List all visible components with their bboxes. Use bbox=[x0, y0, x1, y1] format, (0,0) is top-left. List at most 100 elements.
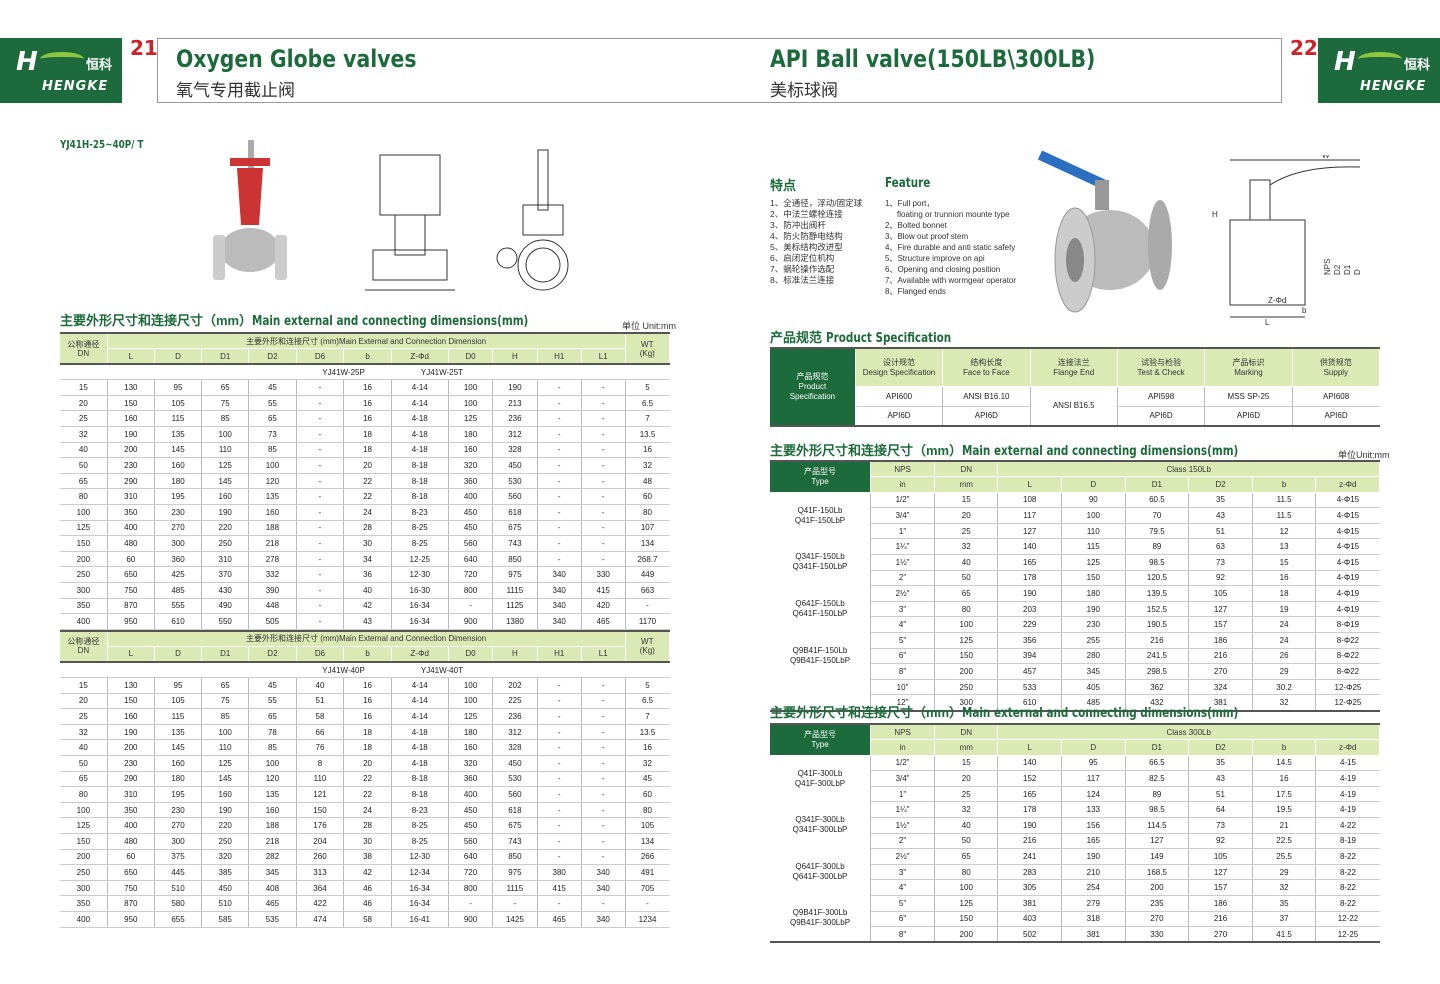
table-row: 3/4" 20 117 100 70 43 11.5 4-Φ15 bbox=[770, 507, 1380, 524]
table-row: 6" 150 403 318 270 216 37 12-22 bbox=[770, 911, 1380, 928]
ball-valve-photo bbox=[1037, 150, 1172, 313]
table-row: 80 310 195 160 135 121 22 8-18 400 560- -60 bbox=[60, 786, 670, 803]
table-row: 4" 100 305 254 200 157 32 8-22 bbox=[770, 879, 1380, 897]
feature-en-item: 5、Structure improve on api bbox=[885, 254, 985, 263]
table-row: 25 160 115 85 65 58 16 4-14 125 236- -7 bbox=[60, 708, 670, 725]
table-row: Q641F-300Lb Q641F-300LbP 2½" 65 241 190 149 105… bbox=[770, 848, 1380, 896]
table-row: 20 150 105 75 55 51 16 4-14 100 225- -6.5 bbox=[60, 693, 670, 710]
model-name: YJ41W-40T bbox=[391, 661, 493, 679]
column-header: b bbox=[1252, 476, 1317, 493]
table-row: 300 750 510 450 408 364 46 16-34 800 1115 415 340 70… bbox=[60, 880, 670, 897]
model-name: YJ41W-40P bbox=[296, 661, 392, 679]
left-subtitle: 氧气专用截止阀 bbox=[176, 81, 295, 100]
right-section-heading-150: 主要外形尺寸和连接尺寸（mm）Main external and connect… bbox=[770, 443, 1239, 459]
feature-en-item: 7、Available with wormgear operator bbox=[885, 276, 1017, 285]
table-row: 8" 200 457 345 298.5 270 29 8-Φ22 bbox=[770, 663, 1380, 680]
table-row: 4" 100 229 230 190.5 157 24 8-Φ19 bbox=[770, 616, 1380, 634]
model-row: YJ41W-25P YJ41W-25T bbox=[60, 364, 670, 381]
table-row: 100 350 230 190 160 150 24 8-23 450 618- -80 bbox=[60, 802, 670, 819]
logo-mark: H bbox=[16, 47, 38, 77]
class-300-table: 产品型号 Type NPS DN Class 300Lb in mm L D D1 D2 b z-Φd Q… bbox=[770, 723, 1380, 944]
right-subtitle: 美标球阀 bbox=[770, 81, 838, 100]
table-row: 80 310 195 160 135-22 8-18 400 560- -60 bbox=[60, 488, 670, 506]
table-row: 1" 25 165 124 89 51 17.5 4-19 bbox=[770, 786, 1380, 803]
type-cell: Q41F-300Lb Q41F-300LbP bbox=[770, 755, 872, 802]
column-header: D bbox=[154, 646, 203, 663]
label-z-d: Z-Φd bbox=[1268, 296, 1286, 305]
table-row: Q9B41F-150Lb Q9B41F-150LbP 5" 125 356 255 216 1… bbox=[770, 632, 1380, 680]
logo-mark: H bbox=[1334, 47, 1356, 77]
spec-row: API6D API6D API6D API6D API6D bbox=[770, 406, 1380, 427]
table-row: 1½" 40 165 125 98.5 73 15 4-Φ15 bbox=[770, 554, 1380, 571]
type-cell: Q41F-150Lb Q41F-150LbP bbox=[770, 492, 872, 539]
spec-col-header: 供货规范 Supply bbox=[1292, 348, 1381, 387]
dn-header: DN bbox=[934, 724, 999, 741]
type-cell: Q9B41F-150Lb Q9B41F-150LbP bbox=[770, 632, 872, 680]
column-header: b bbox=[343, 646, 392, 663]
label-d1: D1 bbox=[1343, 264, 1352, 275]
right-section-heading-300: 主要外形尺寸和连接尺寸（mm）Main external and connect… bbox=[770, 705, 1239, 721]
table-row: Q341F-300Lb Q341F-300LbP 1¼" 32 178 133 98.5 64… bbox=[770, 801, 1380, 849]
table-row: 1" 25 127 110 79.5 51 12 4-Φ15 bbox=[770, 523, 1380, 540]
nps-header: NPS bbox=[870, 724, 936, 741]
table-row: 2" 50 178 150 120.5 92 16 4-Φ19 bbox=[770, 570, 1380, 587]
spec-row: API600 ANSI B16.10 ANSI B16.5 API598 MSS SP-… bbox=[770, 386, 1380, 427]
table-row: 250 650 445 385 345 313 42 12-34 720 975 380 340 491 bbox=[60, 864, 670, 881]
column-header: D bbox=[154, 348, 203, 365]
column-header: L1 bbox=[581, 646, 626, 663]
table-row: Q9B41F-300Lb Q9B41F-300LbP 5" 125 381 279 235 1… bbox=[770, 895, 1380, 943]
wt-header: WT (Kg) bbox=[625, 333, 671, 365]
column-header: D1 bbox=[201, 646, 250, 663]
left-dimension-tables: 公称通径 DN 主要外形和连接尺寸 (mm)Main External and Co… bbox=[60, 332, 671, 928]
feature-cn-item: 6、启闭定位机构 bbox=[770, 253, 835, 263]
ball-dimension-table: 产品型号 Type NPS DN Class 300Lb in mm L D D1 D2 b z-Φd Q… bbox=[770, 723, 1380, 944]
table-row: Q41F-150Lb Q41F-150LbP 1/2" 15 108 90 60.5 35 11… bbox=[770, 492, 1380, 539]
table-row: 400 950 610 550 505-43 16-34 900 1380 340 465 1170 bbox=[60, 613, 670, 630]
label-nps: NPS bbox=[1323, 259, 1332, 275]
features-cn-title: 特点 bbox=[770, 178, 797, 193]
feature-cn-item: 8、标准法兰连接 bbox=[770, 275, 835, 285]
column-header: D6 bbox=[296, 646, 345, 663]
column-header: D0 bbox=[448, 348, 494, 365]
type-cell: Q641F-300Lb Q641F-300LbP bbox=[770, 848, 872, 896]
table-row: 20 150 105 75 55-16 4-14 100 213- -6.5 bbox=[60, 395, 670, 412]
feature-cn-item: 4、防火防静电结构 bbox=[770, 231, 843, 241]
dn-header: 公称通径 DN bbox=[60, 630, 108, 663]
table-row: 25 160 115 85 65-16 4-18 125 236- -7 bbox=[60, 410, 670, 428]
column-header: H1 bbox=[537, 348, 582, 365]
spec-heading: 产品规范 Product Specification bbox=[770, 330, 951, 346]
feature-cn-item: 5、美标结构改进型 bbox=[770, 242, 843, 252]
column-header: D2 bbox=[1188, 476, 1253, 493]
column-header: L bbox=[997, 739, 1063, 756]
logo-wave bbox=[40, 52, 84, 66]
table-row: 2" 50 216 165 127 92 22.5 8-19 bbox=[770, 833, 1380, 850]
spec-col-header: 试验与检验 Test & Check bbox=[1117, 348, 1206, 387]
table-row: 3/4" 20 152 117 82.5 43 16 4-19 bbox=[770, 770, 1380, 787]
nps-unit: in bbox=[870, 739, 936, 756]
feature-en-item: 6、Opening and closing position bbox=[885, 265, 1001, 274]
table-row: 3" 80 203 190 152.5 127 19 4-Φ19 bbox=[770, 601, 1380, 618]
logo-en: HENGKE bbox=[42, 79, 109, 94]
hengke-logo-left: H 恒科 HENGKE bbox=[0, 38, 122, 103]
hengke-logo-right: H 恒科 HENGKE bbox=[1318, 38, 1440, 103]
model-label: YJ41H-25~40P/ T bbox=[60, 138, 144, 151]
table-row: 300 750 485 430 390-40 16-30 800 1115 340 415 663 bbox=[60, 582, 670, 599]
page-number-right: 22 bbox=[1290, 36, 1318, 60]
type-cell: Q641F-150Lb Q641F-150LbP bbox=[770, 585, 872, 633]
type-cell: Q341F-300Lb Q341F-300LbP bbox=[770, 801, 872, 849]
right-unit: 单位Unit:mm bbox=[1338, 450, 1390, 460]
label-w: W bbox=[1322, 155, 1330, 160]
label-l: L bbox=[1265, 318, 1270, 325]
feature-cn-item: 2、中法兰螺栓连接 bbox=[770, 209, 843, 219]
logo-cn: 恒科 bbox=[1404, 57, 1431, 72]
right-title: API Ball valve(150LB\300LB) bbox=[770, 45, 1096, 73]
dn-header: DN bbox=[934, 461, 999, 478]
feature-en-item: 2、Bolted bonnet bbox=[885, 221, 947, 230]
table-row: 1½" 40 190 156 114.5 73 21 4-22 bbox=[770, 817, 1380, 834]
column-header: H1 bbox=[537, 646, 582, 663]
table-row: 250 650 425 370 332-36 12-30 720 975 340 330 449 bbox=[60, 566, 670, 583]
column-header: L bbox=[107, 348, 155, 365]
spec-col-header: 连接法兰 Flange End bbox=[1030, 348, 1118, 387]
table-row: 6" 150 394 280 241.5 216 26 8-Φ22 bbox=[770, 648, 1380, 665]
column-header: D6 bbox=[296, 348, 345, 365]
